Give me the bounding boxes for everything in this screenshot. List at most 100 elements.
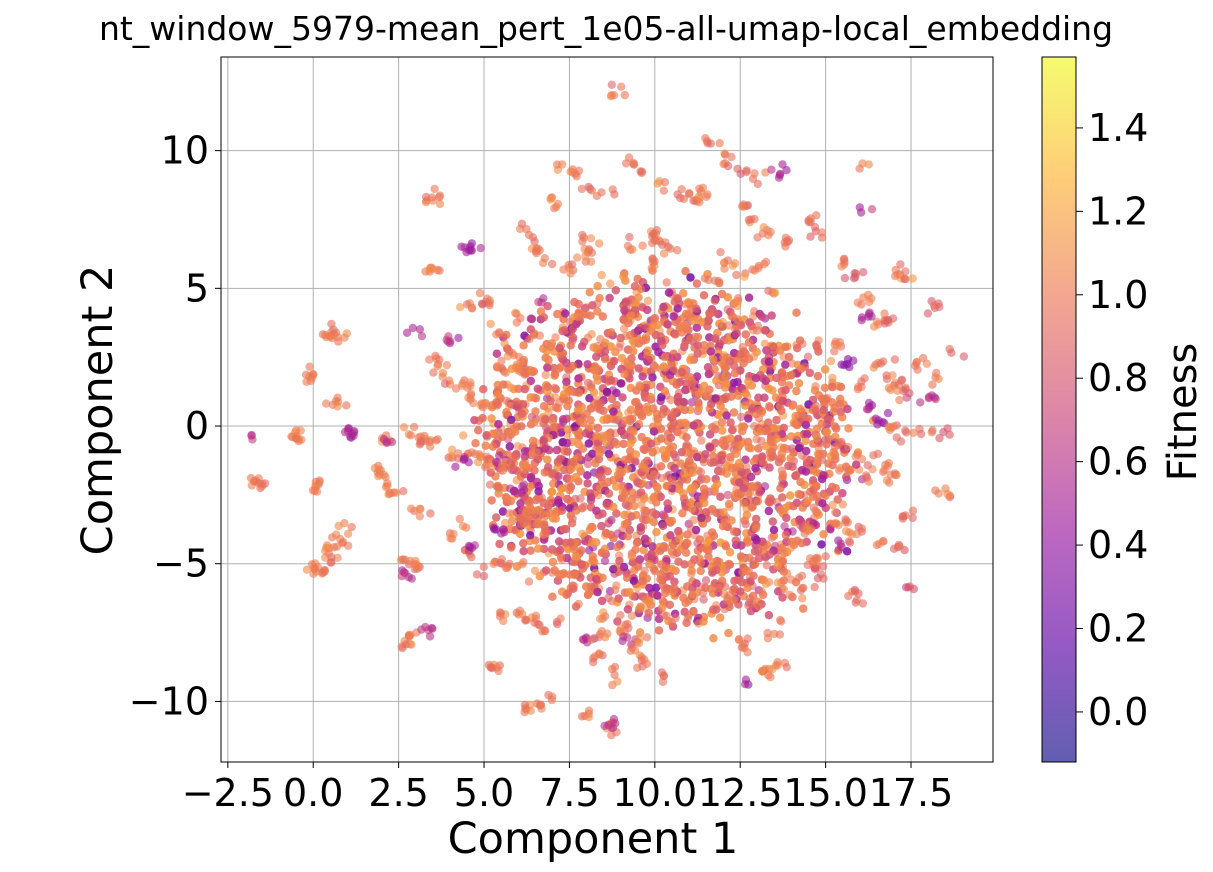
data-point: [617, 353, 626, 363]
data-point: [634, 364, 643, 373]
data-point: [755, 488, 764, 497]
data-point: [575, 417, 584, 426]
data-point: [562, 590, 571, 599]
data-point: [527, 314, 537, 324]
data-point: [650, 314, 660, 323]
data-point: [723, 353, 732, 362]
data-point: [488, 442, 498, 451]
data-point: [612, 400, 621, 410]
data-point: [660, 352, 670, 362]
data-point: [597, 521, 606, 531]
data-point: [852, 460, 861, 469]
data-point: [623, 619, 632, 629]
data-point: [543, 455, 552, 464]
data-point: [858, 599, 867, 608]
data-point: [759, 223, 768, 232]
data-point: [700, 341, 709, 350]
data-point: [425, 265, 435, 274]
data-point: [665, 370, 675, 380]
data-point: [909, 428, 918, 437]
data-point: [548, 692, 557, 701]
data-point: [765, 550, 774, 559]
data-point: [495, 608, 505, 617]
data-point: [574, 374, 583, 383]
data-point: [901, 583, 911, 592]
data-point: [616, 379, 626, 388]
data-point: [673, 392, 683, 402]
data-point: [692, 304, 701, 313]
data-point: [572, 552, 581, 562]
data-point: [811, 406, 821, 415]
data-point: [741, 389, 750, 398]
data-point: [639, 463, 649, 472]
data-point: [600, 354, 610, 364]
data-point: [798, 503, 807, 512]
data-point: [687, 398, 697, 407]
data-point: [598, 312, 607, 321]
data-point: [593, 376, 602, 385]
data-point: [470, 416, 479, 425]
data-point: [778, 543, 787, 552]
data-point: [736, 169, 745, 178]
data-point: [737, 578, 746, 587]
data-point: [613, 677, 622, 686]
data-point: [633, 478, 643, 487]
data-point: [723, 490, 732, 500]
data-point: [511, 450, 520, 459]
data-point: [634, 420, 644, 429]
data-point: [928, 426, 937, 435]
data-point: [776, 617, 786, 626]
data-point: [490, 429, 499, 438]
data-point: [494, 666, 503, 676]
data-point: [709, 605, 718, 614]
data-point: [683, 539, 692, 548]
data-point: [864, 160, 873, 169]
data-point: [587, 537, 597, 546]
data-point: [648, 508, 657, 517]
data-point: [671, 330, 680, 339]
data-point: [517, 219, 527, 228]
data-point: [759, 590, 768, 599]
data-point: [446, 337, 455, 346]
data-point: [535, 572, 544, 581]
data-point: [693, 332, 703, 342]
data-point: [632, 538, 642, 547]
data-point: [646, 439, 656, 448]
data-point: [794, 379, 804, 388]
data-point: [673, 246, 682, 255]
data-point: [758, 452, 767, 461]
data-point: [733, 315, 742, 324]
data-point: [597, 548, 607, 557]
data-point: [620, 370, 629, 379]
data-point: [489, 559, 498, 569]
data-point: [593, 307, 602, 316]
data-point: [706, 139, 715, 148]
data-point: [659, 302, 668, 312]
data-point: [803, 497, 812, 506]
data-point: [532, 448, 541, 457]
data-point: [793, 344, 802, 353]
data-point: [585, 394, 594, 403]
data-point: [760, 326, 769, 335]
chart-title: nt_window_5979-mean_pert_1e05-all-umap-l…: [99, 9, 1113, 48]
data-point: [657, 603, 667, 612]
data-point: [610, 662, 620, 672]
data-point: [757, 406, 766, 416]
data-point: [676, 459, 685, 468]
data-point: [781, 386, 790, 395]
data-point: [895, 542, 904, 551]
data-point: [544, 355, 553, 364]
data-point: [947, 348, 956, 357]
data-point: [611, 719, 620, 728]
data-point: [590, 558, 599, 567]
data-point: [928, 380, 937, 389]
data-point: [517, 422, 526, 431]
data-point: [582, 582, 591, 591]
data-point: [703, 538, 712, 547]
data-point: [787, 370, 796, 380]
data-point: [679, 289, 688, 298]
data-point: [657, 560, 666, 569]
data-point: [584, 706, 594, 715]
data-point: [722, 411, 731, 420]
